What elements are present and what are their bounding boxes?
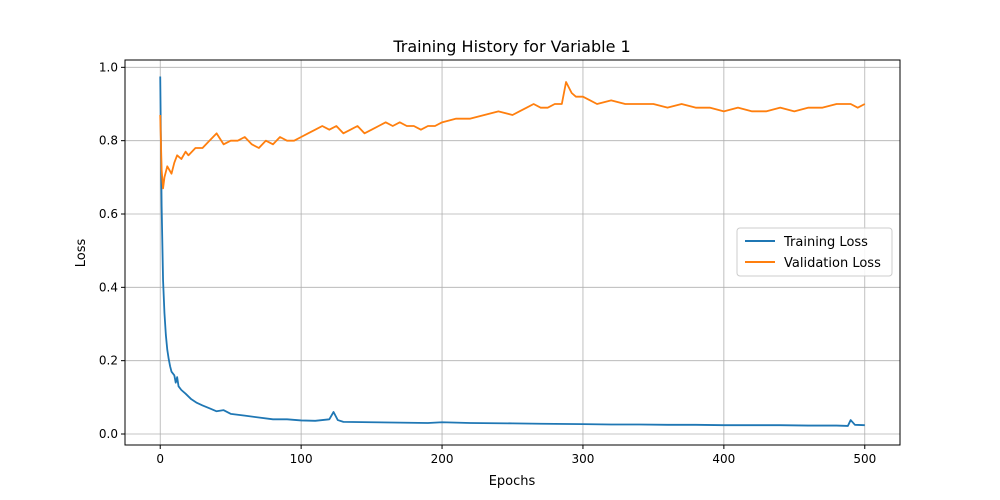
x-tick-label: 500 (853, 452, 876, 466)
y-tick-label: 0.0 (99, 427, 118, 441)
y-tick-label: 0.2 (99, 354, 118, 368)
y-axis-label: Loss (74, 239, 89, 268)
legend: Training Loss Validation Loss (736, 227, 893, 277)
y-tick-label: 0.8 (99, 134, 118, 148)
x-tick-label: 300 (572, 452, 595, 466)
y-tick-label: 0.4 (99, 280, 118, 294)
x-tick-label: 100 (290, 452, 313, 466)
chart-title: Training History for Variable 1 (392, 37, 630, 56)
series-line-training-loss (159, 76, 865, 427)
plot-frame (124, 59, 901, 446)
legend-box (736, 227, 893, 277)
x-tick-label: 0 (156, 452, 164, 466)
tick-layer: 0 100 200 300 400 500 0.0 0.2 0.4 0.6 0.8 1.0 (99, 60, 876, 466)
x-tick-label: 400 (712, 452, 735, 466)
series-line-validation-loss (159, 81, 866, 190)
y-tick-label: 0.6 (99, 207, 118, 221)
x-tick-label: 200 (431, 452, 454, 466)
x-axis-label: Epochs (489, 474, 536, 489)
legend-label-training-loss: Training Loss (783, 235, 868, 250)
y-tick-label: 1.0 (99, 60, 118, 74)
legend-label-validation-loss: Validation Loss (784, 256, 881, 271)
series-layer (159, 76, 866, 427)
